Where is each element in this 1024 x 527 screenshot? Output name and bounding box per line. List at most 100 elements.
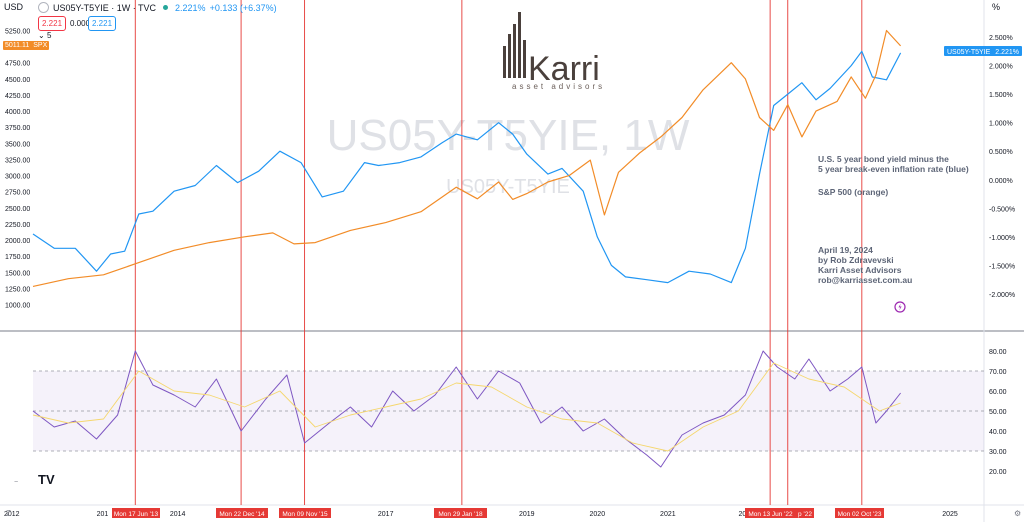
spread-value: 0.000 [67, 17, 94, 30]
event-date-badge [434, 508, 487, 518]
logo-tagline: asset advisors [512, 82, 605, 91]
event-date-badge [279, 508, 331, 518]
left-axis-tick: 4500.00 [5, 77, 30, 84]
pane-collapse-icon[interactable]: − [14, 479, 18, 486]
left-axis-tick: 2000.00 [5, 238, 30, 245]
left-axis-tick: 1750.00 [5, 254, 30, 261]
x-axis-tick: 2025 [942, 511, 958, 518]
left-axis-tick: 5250.00 [5, 29, 30, 36]
x-axis-tick: 2020 [590, 511, 606, 518]
left-axis-tick: 4750.00 [5, 61, 30, 68]
live-value: 2.221% [175, 2, 206, 13]
right-axis-tick: -2.000% [989, 292, 1015, 299]
left-axis-tick: 2250.00 [5, 222, 30, 229]
annotation-firm: Karri Asset Advisors [818, 265, 902, 275]
rsi-axis-tick: 60.00 [989, 389, 1007, 396]
indicator-collapse[interactable]: ⌄ 5 [38, 31, 51, 40]
event-date-label: Mon 13 Jun '22 [748, 511, 793, 518]
percent-axis-label[interactable]: % [992, 2, 1001, 12]
chevron-down-icon: ⌄ [38, 31, 45, 40]
indicator-count: 5 [46, 31, 52, 40]
right-axis-tick: -1.500% [989, 263, 1015, 270]
right-axis-tick: 0.500% [989, 149, 1013, 156]
karri-bars-icon [503, 12, 526, 78]
karri-logo: Karri asset advisors [503, 12, 605, 91]
event-date-label: Mon 09 Nov '15 [282, 511, 328, 518]
event-date-label: Mon 02 Oct '23 [838, 511, 882, 518]
left-axis-tick: 3000.00 [5, 174, 30, 181]
currency-label[interactable]: USD [4, 2, 24, 12]
x-axis-tick: 2012 [4, 511, 20, 518]
badge-label: US05Y-T5YIE [947, 49, 991, 56]
x-axis-tick: 2019 [519, 511, 535, 518]
rsi-signal-line [32, 362, 901, 452]
symbol-logo-icon [38, 2, 49, 13]
right-axis-tick: 2.000% [989, 64, 1013, 71]
watermark-main: US05Y-T5YIE, 1W [327, 111, 690, 160]
ask-pill[interactable]: 2.221 [88, 16, 117, 31]
right-axis-tick: 1.500% [989, 92, 1013, 99]
left-axis-tick: 1500.00 [5, 270, 30, 277]
right-axis-tick: 1.000% [989, 121, 1013, 128]
left-axis-tick: 4250.00 [5, 93, 30, 100]
symbol-title: US05Y-T5YIE · 1W · TVC [53, 2, 157, 13]
right-axis-tick: 0.000% [989, 178, 1013, 185]
rsi-axis-tick: 50.00 [989, 409, 1007, 416]
spx-price-tag[interactable]: 5011.11 SPX [3, 41, 50, 50]
rsi-line [32, 350, 901, 468]
x-axis-tick-partial: 201 [97, 511, 109, 518]
event-date-label: p '22 [798, 511, 812, 518]
right-axis-tick: 2.500% [989, 35, 1013, 42]
event-date-label: Mon 29 Jan '18 [438, 511, 483, 518]
lightning-icon[interactable] [894, 301, 906, 313]
annotation-line-2: 5 year break-even inflation rate (blue) [818, 164, 969, 174]
event-date-badge [835, 508, 884, 518]
event-date-label: Mon 17 Jun '13 [114, 511, 159, 518]
x-axis-tick-partial: 202 [738, 511, 750, 518]
market-status-icon [163, 5, 169, 10]
spx-line [32, 29, 902, 287]
bid-pill[interactable]: 2.221 [38, 16, 67, 31]
left-axis-tick: 3250.00 [5, 157, 30, 164]
logo-brand: Karri [528, 50, 600, 88]
left-axis-tick: 1250.00 [5, 286, 30, 293]
rsi-axis-tick: 30.00 [989, 449, 1007, 456]
settings-icon[interactable]: ⚙ [1014, 509, 1021, 518]
rsi-axis-tick: 40.00 [989, 429, 1007, 436]
spx-price: 5011.11 [5, 42, 30, 49]
event-date-badge [112, 508, 160, 518]
left-axis-tick: 4000.00 [5, 109, 30, 116]
rsi-axis-tick: 20.00 [989, 469, 1007, 476]
rsi-axis-tick: 80.00 [989, 349, 1007, 356]
live-change: +0.133 (+6.37%) [209, 2, 277, 13]
x-axis-tick: 2017 [378, 511, 394, 518]
annotation-line-1: U.S. 5 year bond yield minus the [818, 154, 949, 164]
annotation-credits: April 19, 2024 by Rob Zdravevski Karri A… [818, 245, 912, 285]
last-price-badge[interactable]: US05Y-T5YIE 2.221% [944, 46, 1022, 56]
left-axis-tick: 2750.00 [5, 190, 30, 197]
rsi-axis-tick: 70.00 [989, 369, 1007, 376]
timezone-icon[interactable]: Z [6, 509, 11, 518]
watermark-sub: US05Y-T5YIE [446, 176, 570, 198]
annotation-date: April 19, 2024 [818, 245, 873, 255]
right-axis-tick: -0.500% [989, 206, 1015, 213]
x-axis-tick: 2021 [660, 511, 676, 518]
right-axis-tick: -1.000% [989, 235, 1015, 242]
left-axis-tick: 3500.00 [5, 141, 30, 148]
badge-value: 2.221% [995, 49, 1019, 56]
left-axis-tick: 3750.00 [5, 125, 30, 132]
spx-tag: SPX [33, 42, 48, 49]
annotation-author: by Rob Zdravevski [818, 255, 894, 265]
event-date-badge [216, 508, 268, 518]
annotation-email: rob@karriasset.com.au [818, 275, 913, 285]
event-date-label: Mon 22 Dec '14 [219, 511, 265, 518]
tradingview-logo[interactable]: TV [38, 472, 55, 487]
left-axis-tick: 2500.00 [5, 206, 30, 213]
annotation-description: U.S. 5 year bond yield minus the 5 year … [818, 154, 969, 174]
event-date-badge [745, 508, 796, 518]
symbol-legend[interactable]: US05Y-T5YIE · 1W · TVC 2.221% +0.133 (+6… [38, 2, 277, 13]
spread-line [32, 50, 902, 284]
